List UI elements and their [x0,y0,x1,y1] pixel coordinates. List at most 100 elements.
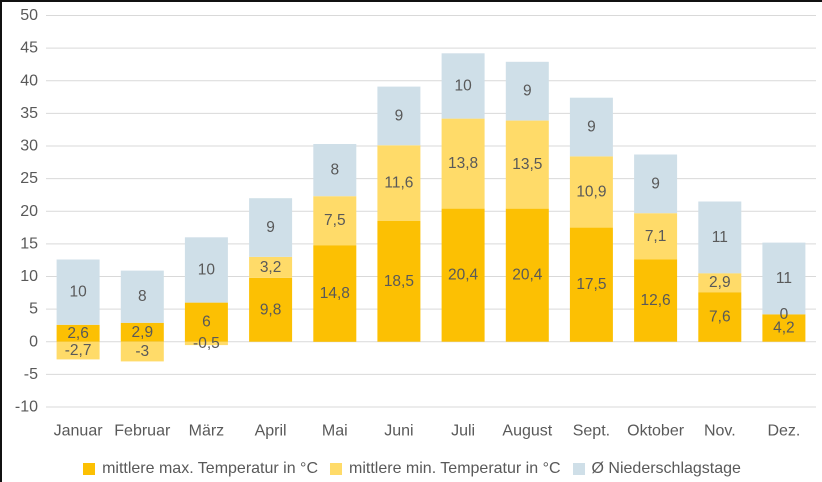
bar-segment-precip-days [377,86,421,146]
data-label-max-temp: 6 [202,314,211,331]
y-axis-tick-label: 45 [20,40,38,57]
bar-segment-precip-days [441,53,485,119]
y-axis-tick-label: -5 [24,366,38,383]
y-axis-tick-label: 35 [20,105,38,122]
y-axis-tick-label: 10 [20,268,38,285]
bar-segment-min-temp [313,196,357,246]
y-axis-tick-label: 25 [20,170,38,187]
bar-segment-precip-days [184,237,228,303]
legend-item: mittlere max. Temperatur in °C [83,460,318,478]
data-label-precip-days: 11 [776,270,792,287]
bar-segment-max-temp [505,208,549,342]
bar-segment-precip-days [56,259,100,325]
y-axis-tick-label: 0 [29,333,38,350]
x-axis-label: März [189,423,225,440]
legend-swatch-icon [83,463,96,475]
data-label-max-temp: 2,6 [67,325,89,342]
data-label-precip-days: 8 [330,162,339,179]
bar-segment-max-temp [569,227,613,342]
x-axis-label: Juli [451,423,475,440]
legend-label: Ø Niederschlagstage [591,460,741,477]
bar-segment-precip-days [249,198,293,257]
bar-segment-max-temp [441,208,485,342]
data-label-min-temp: 2,9 [709,274,731,291]
x-axis-label: Februar [114,423,171,440]
bar-segment-max-temp [634,259,678,342]
x-axis-label: Juni [384,423,413,440]
legend: mittlere max. Temperatur in °C mittlere m… [2,460,822,478]
y-axis-tick-label: 40 [20,72,38,89]
data-label-min-temp: 11,6 [384,175,413,192]
plot-area: -10 -5 0 5 10 15 20 25 30 35 40 45 50 2,6-2,7 10 Januar… [15,7,816,440]
data-label-precip-days: 10 [454,78,472,95]
bar-segment-min-temp [505,120,549,209]
data-label-max-temp: 12,6 [641,292,671,309]
data-label-max-temp: 17,5 [576,276,606,293]
bar-segment-precip-days [120,270,164,323]
bar-segment-precip-days [634,154,678,214]
bar-segment-max-temp [377,221,421,342]
bar-segment-precip-days [313,144,357,197]
data-label-min-temp: -0,5 [193,335,220,352]
bar-segment-precip-days [569,97,613,157]
y-axis-tick-label: -10 [15,399,38,416]
data-label-max-temp: 20,4 [512,267,543,284]
bar-segment-min-temp [184,341,228,346]
legend-label: mittlere min. Temperatur in °C [349,460,561,477]
x-axis-label: August [502,423,552,440]
bar-segment-precip-days [762,242,806,315]
bar-segment-min-temp [120,341,164,362]
data-label-min-temp: 7,5 [324,212,346,229]
data-label-precip-days: 9 [523,83,532,100]
data-label-max-temp: 9,8 [260,301,282,318]
data-label-precip-days: 9 [651,175,660,192]
data-label-max-temp: 14,8 [320,285,350,302]
bar-segment-min-temp [56,341,100,360]
data-label-max-temp: 20,4 [448,267,479,284]
data-label-min-temp: 7,1 [645,228,667,245]
bar-segment-min-temp [249,256,293,278]
bar-segment-precip-days [698,201,742,274]
bar-segment-max-temp [184,302,228,342]
x-axis-label: Nov. [704,423,736,440]
data-label-precip-days: 9 [266,219,275,236]
x-axis-label: Januar [54,423,104,440]
bar-segment-max-temp [698,292,742,342]
bar-segment-max-temp [120,322,164,342]
bar-segment-max-temp [249,277,293,342]
data-label-min-temp: 0 [780,306,789,323]
data-label-precip-days: 10 [69,284,87,301]
data-label-min-temp: 13,5 [512,156,542,173]
data-label-max-temp: 18,5 [384,273,414,290]
data-label-max-temp: 7,6 [709,309,731,326]
data-label-min-temp: -2,7 [65,342,92,359]
bar-segment-max-temp [313,245,357,342]
bar-segment-precip-days [505,61,549,121]
y-axis-tick-label: 50 [20,7,38,24]
y-axis-tick-label: 15 [20,235,38,252]
data-label-precip-days: 8 [138,288,147,305]
x-axis-label: Dez. [767,423,800,440]
x-axis-label: Mai [322,423,348,440]
data-label-max-temp: 4,2 [773,320,795,337]
data-label-precip-days: 10 [198,262,216,279]
legend-item: mittlere min. Temperatur in °C [330,460,561,478]
bar-segment-min-temp [569,156,613,228]
bar-segment-min-temp [377,145,421,221]
bar-segment-min-temp [441,118,485,209]
x-axis-label: Sept. [573,423,610,440]
data-label-min-temp: 10,9 [576,184,606,201]
data-label-precip-days: 9 [395,108,404,125]
bar-segment-min-temp [634,213,678,260]
y-axis-tick-label: 5 [29,301,38,318]
data-label-min-temp: -3 [135,343,149,360]
legend-label: mittlere max. Temperatur in °C [102,460,319,477]
data-label-min-temp: 13,8 [448,155,478,172]
x-axis-label: Oktober [627,423,685,440]
bar-segment-max-temp [56,324,100,342]
data-label-precip-days: 9 [587,119,596,136]
data-label-max-temp: 2,9 [132,324,154,341]
bar-segment-max-temp [762,314,806,342]
legend-swatch-icon [330,463,343,475]
